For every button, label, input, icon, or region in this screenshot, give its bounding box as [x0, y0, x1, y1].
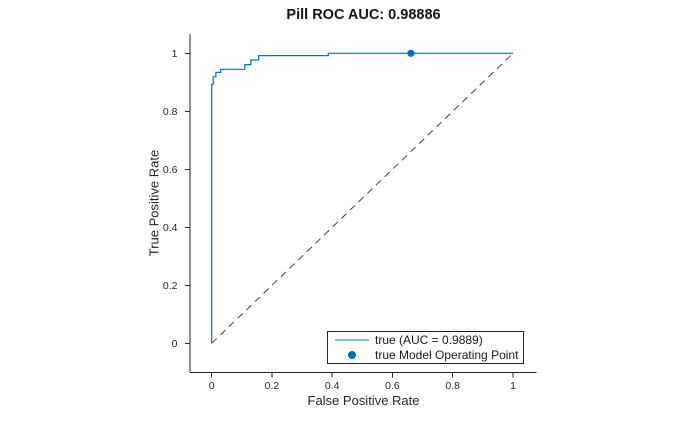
x-tick-label: 0.2: [265, 380, 280, 392]
y-tick-label: 0.6: [163, 164, 178, 176]
operating-point-marker: [407, 49, 415, 57]
y-tick-label: 0.2: [163, 280, 178, 292]
legend-entry-roc-curve: true (AUC = 0.9889): [328, 332, 523, 347]
chart-title: Pill ROC AUC: 0.98886: [286, 7, 441, 23]
legend-entry-operating-point: true Model Operating Point: [328, 348, 523, 363]
y-tick-label: 1: [172, 48, 178, 60]
y-axis-label: True Positive Rate: [146, 149, 162, 257]
y-tick-label: 0.4: [163, 222, 178, 234]
roc-curve-line: [211, 52, 513, 344]
x-tick-label: 0.6: [385, 380, 400, 392]
x-tick-label: 0.4: [325, 380, 340, 392]
y-tick-label: 0.8: [163, 106, 178, 118]
x-tick-label: 0: [209, 380, 215, 392]
legend-box: true (AUC = 0.9889) true Model Operating…: [327, 331, 524, 364]
x-tick-label: 0.8: [445, 380, 460, 392]
legend-dot-sample: [328, 351, 375, 360]
y-tick-label: 0: [172, 338, 178, 350]
x-tick-label: 1: [510, 380, 516, 392]
legend-label: true Model Operating Point: [375, 348, 519, 363]
reference-diagonal-line: [211, 52, 514, 344]
x-axis-label: False Positive Rate: [307, 393, 420, 408]
legend-label: true (AUC = 0.9889): [375, 332, 483, 347]
legend-line-sample: [328, 338, 375, 341]
